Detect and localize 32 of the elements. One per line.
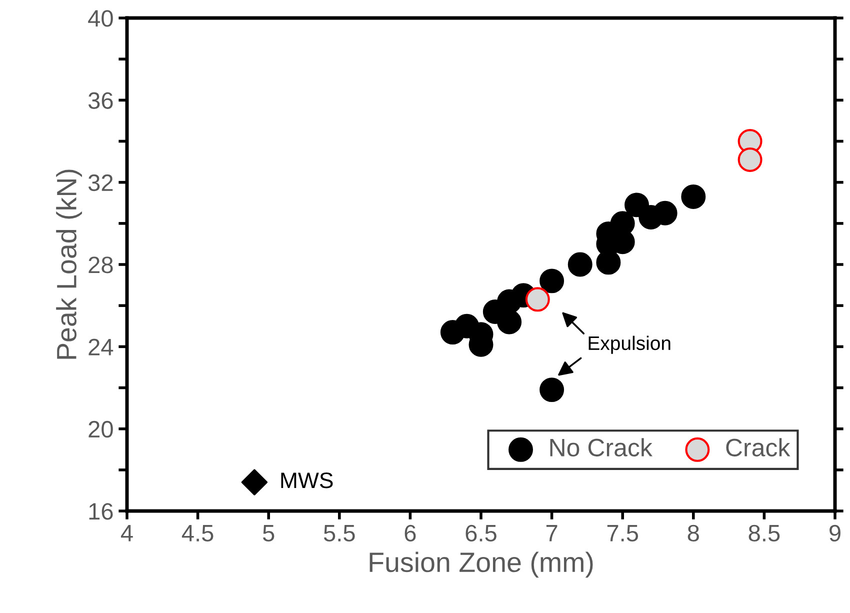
point: [568, 252, 592, 277]
legend-label: No Crack: [550, 438, 652, 456]
point: [738, 147, 762, 172]
x-tick-label: 8.5: [748, 524, 780, 542]
x-tick-label: 4.5: [182, 525, 214, 542]
y-tick-label: 16: [89, 503, 113, 520]
x-tick-label: 8: [688, 524, 699, 542]
point: [241, 469, 268, 496]
x-tick-label: 6.5: [466, 524, 496, 542]
legend-label: Crack: [726, 438, 790, 456]
point: [497, 310, 522, 334]
annotation: MWS: [281, 472, 333, 488]
x-tick-label: 5.5: [324, 525, 355, 542]
y-axis-title: Peak Load (kN): [56, 170, 82, 359]
y-tick-label: 36: [88, 92, 113, 109]
y-tick-label: 32: [88, 174, 113, 192]
point: [525, 287, 550, 312]
y-tick-label: 28: [88, 256, 113, 274]
x-tick-label: 7.5: [607, 525, 638, 542]
y-tick-label: 20: [88, 420, 113, 438]
x-tick-label: 7: [546, 525, 558, 542]
y-tick-label: 40: [88, 10, 113, 27]
x-tick-label: 9: [830, 524, 840, 542]
x-tick-label: 5: [262, 525, 274, 542]
x-tick-label: 4: [120, 525, 133, 542]
y-tick-label: 24: [88, 338, 114, 356]
x-tick-label: 6: [404, 524, 416, 542]
x-axis-title: Fusion Zone (mm): [370, 552, 593, 578]
point: [540, 268, 564, 294]
point: [540, 378, 564, 402]
point: [681, 184, 706, 209]
annotation: Expulsion: [588, 336, 670, 354]
